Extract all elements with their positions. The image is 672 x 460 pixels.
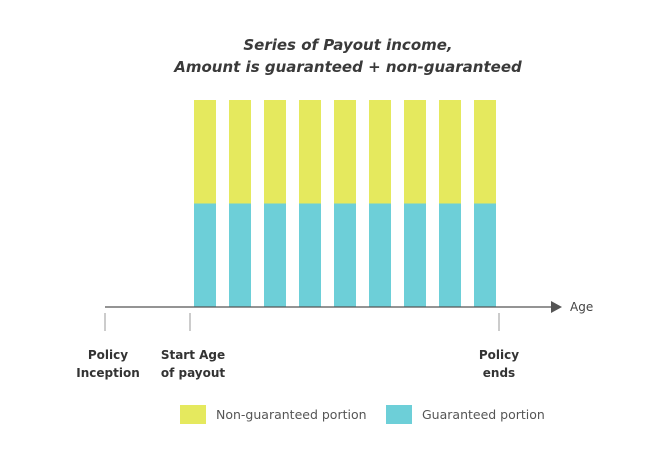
milestone-policy-inception-line-1: Policy [88, 348, 128, 362]
payout-bar-6-guaranteed [369, 203, 391, 307]
payout-bar-3-guaranteed [264, 203, 286, 307]
payout-bar-2-guaranteed [229, 203, 251, 307]
legend-label-guaranteed: Guaranteed portion [422, 407, 545, 422]
payout-bar-3-non-guaranteed [264, 100, 286, 204]
payout-bar-7-non-guaranteed [404, 100, 426, 204]
diagram-title-line-2: Amount is guaranteed + non-guaranteed [173, 58, 522, 76]
payout-bar-8-non-guaranteed [439, 100, 461, 204]
milestone-start-age-line-1: Start Age [161, 348, 225, 362]
payout-bar-4-guaranteed [299, 203, 321, 307]
payout-bar-7-guaranteed [404, 203, 426, 307]
legend-swatch-non-guaranteed [180, 405, 206, 424]
legend-label-non-guaranteed: Non-guaranteed portion [216, 407, 367, 422]
payout-bar-4-non-guaranteed [299, 100, 321, 204]
payout-bars [194, 100, 496, 307]
payout-bar-5-guaranteed [334, 203, 356, 307]
payout-bar-1-non-guaranteed [194, 100, 216, 204]
payout-bar-5-non-guaranteed [334, 100, 356, 204]
payout-bar-2-non-guaranteed [229, 100, 251, 204]
payout-bar-9-guaranteed [474, 203, 496, 307]
payout-bar-6-non-guaranteed [369, 100, 391, 204]
timeline-arrowhead [551, 301, 562, 313]
payout-bar-9-non-guaranteed [474, 100, 496, 204]
milestone-policy-ends-line-1: Policy [479, 348, 519, 362]
milestone-start-age-line-2: of payout [161, 366, 226, 380]
payout-bar-8-guaranteed [439, 203, 461, 307]
diagram-title-line-1: Series of Payout income, [243, 36, 452, 54]
legend-swatch-guaranteed [386, 405, 412, 424]
payout-bar-1-guaranteed [194, 203, 216, 307]
milestone-policy-inception-line-2: Inception [76, 366, 140, 380]
axis-label-age: Age [570, 300, 593, 314]
milestone-policy-ends-line-2: ends [483, 366, 515, 380]
